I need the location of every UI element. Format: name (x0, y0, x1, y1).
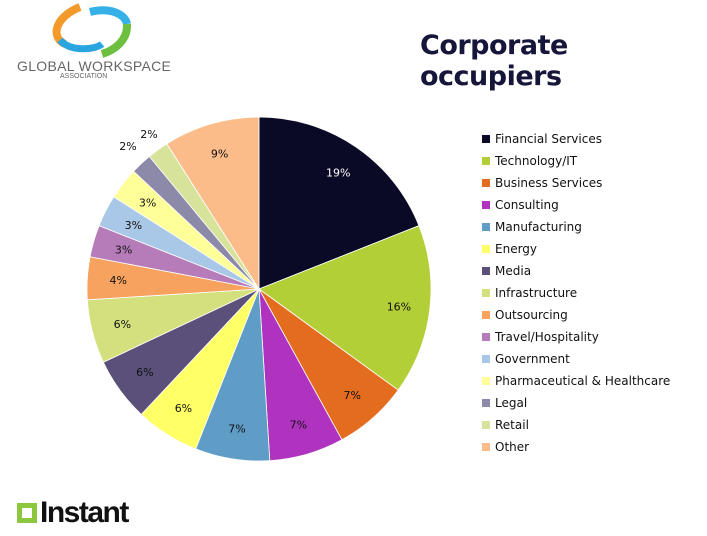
data-label: 2% (140, 128, 157, 141)
legend-swatch (482, 245, 490, 253)
legend-item: Consulting (482, 194, 670, 216)
page-title: Corporate occupiers (420, 30, 568, 92)
legend-swatch (482, 355, 490, 363)
data-label: 2% (119, 140, 136, 153)
data-label: 6% (175, 402, 192, 415)
data-label: 16% (387, 301, 411, 314)
legend-label: Technology/IT (495, 154, 578, 168)
pie-slice-technology-it (258, 225, 432, 391)
legend-item: Legal (482, 392, 670, 414)
data-label: 9% (211, 148, 228, 161)
legend-label: Media (495, 264, 532, 278)
legend-item: Media (482, 260, 670, 282)
legend-item: Technology/IT (482, 150, 670, 172)
legend-swatch (482, 377, 490, 385)
legend-item: Travel/Hospitality (482, 326, 670, 348)
legend-swatch (482, 267, 490, 275)
legend-swatch (482, 179, 490, 187)
instant-logo-mark (17, 503, 37, 523)
legend-label: Business Services (495, 176, 603, 190)
legend-swatch (482, 157, 490, 165)
data-label: 3% (125, 219, 142, 232)
legend-swatch (482, 333, 490, 341)
legend-item: Business Services (482, 172, 670, 194)
legend-item: Financial Services (482, 128, 670, 150)
legend-item: Manufacturing (482, 216, 670, 238)
instant-logo: Instant (17, 496, 129, 530)
legend-label: Infrastructure (495, 286, 578, 300)
instant-logo-text: Instant (40, 496, 129, 529)
legend-label: Travel/Hospitality (495, 330, 599, 344)
legend-item: Other (482, 436, 670, 458)
legend-swatch (482, 223, 490, 231)
legend-swatch (482, 399, 490, 407)
data-label: 7% (290, 418, 307, 431)
logo-subtext: ASSOCIATION (60, 73, 108, 80)
legend-swatch (482, 135, 490, 143)
legend-label: Financial Services (495, 132, 602, 146)
data-label: 7% (228, 422, 245, 435)
legend-label: Manufacturing (495, 220, 582, 234)
legend-label: Outsourcing (495, 308, 568, 322)
legend-label: Government (495, 352, 570, 366)
data-label: 6% (136, 366, 153, 379)
legend-item: Outsourcing (482, 304, 670, 326)
legend-item: Government (482, 348, 670, 370)
pie-slice-financial-services (258, 116, 420, 290)
pie-slice-other (166, 116, 260, 291)
legend: Financial Services Technology/IT Business … (482, 128, 670, 458)
data-label: 3% (115, 244, 132, 257)
legend-label: Retail (495, 418, 529, 432)
legend-label: Pharmaceutical & Healthcare (495, 374, 671, 388)
legend-swatch (482, 289, 490, 297)
data-label: 6% (114, 318, 131, 331)
legend-swatch (482, 311, 490, 319)
legend-item: Infrastructure (482, 282, 670, 304)
legend-swatch (482, 201, 490, 209)
global-workspace-association-logo (52, 3, 131, 58)
logo-text: GLOBAL WORKSPACE (17, 58, 172, 74)
legend-swatch (482, 421, 490, 429)
legend-item: Retail (482, 414, 670, 436)
legend-swatch (482, 443, 490, 451)
legend-label: Energy (495, 242, 538, 256)
data-label: 4% (110, 274, 127, 287)
legend-label: Other (495, 440, 530, 454)
legend-label: Consulting (495, 198, 559, 212)
data-label: 3% (139, 197, 156, 210)
legend-item: Energy (482, 238, 670, 260)
data-label: 19% (326, 166, 350, 179)
legend-item: Pharmaceutical & Healthcare (482, 370, 670, 392)
legend-label: Legal (495, 396, 528, 410)
data-label: 7% (344, 389, 361, 402)
